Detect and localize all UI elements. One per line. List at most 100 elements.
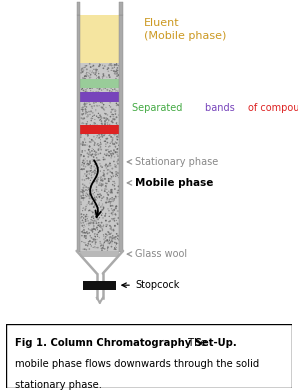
Point xyxy=(114,169,119,175)
Point xyxy=(112,123,117,129)
Point xyxy=(90,110,95,116)
Point xyxy=(101,243,106,250)
Point xyxy=(85,150,90,156)
Point xyxy=(86,220,91,227)
Point xyxy=(94,224,99,230)
Point xyxy=(100,210,105,216)
Point xyxy=(114,108,118,114)
Point xyxy=(103,212,108,218)
Bar xyxy=(80,92,119,102)
Point xyxy=(86,95,90,101)
Point xyxy=(79,152,83,159)
Point xyxy=(108,133,113,139)
Point xyxy=(99,182,104,188)
Point xyxy=(87,191,92,197)
Point xyxy=(82,182,87,188)
Point xyxy=(110,135,115,141)
Point xyxy=(81,111,86,117)
Point xyxy=(112,128,117,134)
Point xyxy=(89,172,94,179)
Point xyxy=(113,169,118,175)
Point xyxy=(110,211,115,218)
Point xyxy=(113,162,117,168)
Point xyxy=(89,108,93,115)
Point xyxy=(105,125,109,131)
Point xyxy=(79,115,84,121)
Point xyxy=(110,165,115,172)
Point xyxy=(82,84,87,90)
Point xyxy=(81,65,86,71)
Point xyxy=(114,68,119,74)
Point xyxy=(88,129,92,135)
Point xyxy=(109,85,114,91)
Point xyxy=(96,175,101,181)
Point xyxy=(80,69,85,75)
Point xyxy=(87,151,92,158)
Point xyxy=(88,168,93,174)
Point xyxy=(102,93,107,99)
Point xyxy=(114,164,119,170)
Point xyxy=(115,70,119,76)
Point xyxy=(93,170,97,176)
Point xyxy=(91,66,96,73)
Point xyxy=(101,232,106,238)
Point xyxy=(91,188,95,194)
Point xyxy=(88,158,92,164)
Point xyxy=(103,121,107,128)
Point xyxy=(111,81,115,87)
Point xyxy=(97,223,102,229)
Point xyxy=(89,152,94,158)
Point xyxy=(90,124,95,130)
Point xyxy=(113,193,118,200)
Point xyxy=(81,212,86,218)
Point xyxy=(105,74,109,80)
Point xyxy=(101,106,106,112)
Point xyxy=(91,220,96,227)
Point xyxy=(111,147,116,153)
Point xyxy=(110,207,115,214)
Point xyxy=(83,106,88,112)
Point xyxy=(110,90,115,96)
Point xyxy=(82,227,86,233)
Point xyxy=(93,136,98,142)
Point xyxy=(81,230,86,236)
Point xyxy=(83,205,88,211)
Point xyxy=(103,73,107,79)
Point xyxy=(115,88,120,94)
Point xyxy=(104,136,109,142)
Point xyxy=(108,218,112,224)
Point xyxy=(103,63,107,69)
Point xyxy=(93,218,97,225)
Point xyxy=(108,99,113,106)
Point xyxy=(109,106,114,113)
Point xyxy=(110,170,114,176)
Point xyxy=(97,157,101,163)
Point xyxy=(88,220,93,227)
Point xyxy=(84,173,89,179)
Point xyxy=(111,112,116,118)
Point xyxy=(94,93,99,99)
Point xyxy=(80,139,85,145)
Point xyxy=(83,73,88,79)
Point xyxy=(110,150,115,156)
Point xyxy=(96,71,101,77)
Point xyxy=(82,233,87,239)
Point xyxy=(87,171,92,177)
Point xyxy=(102,236,106,243)
Point xyxy=(99,120,104,126)
Point xyxy=(88,238,92,244)
Point xyxy=(110,136,114,142)
Point xyxy=(107,103,112,109)
Point xyxy=(94,174,99,180)
Point xyxy=(96,216,100,222)
Point xyxy=(97,161,102,167)
Point xyxy=(103,110,107,117)
Point xyxy=(107,210,111,216)
Point xyxy=(91,235,95,241)
Point xyxy=(108,94,113,100)
Point xyxy=(79,211,84,217)
Point xyxy=(96,194,101,200)
Point xyxy=(89,196,94,202)
Point xyxy=(101,84,106,90)
Point xyxy=(100,226,105,232)
